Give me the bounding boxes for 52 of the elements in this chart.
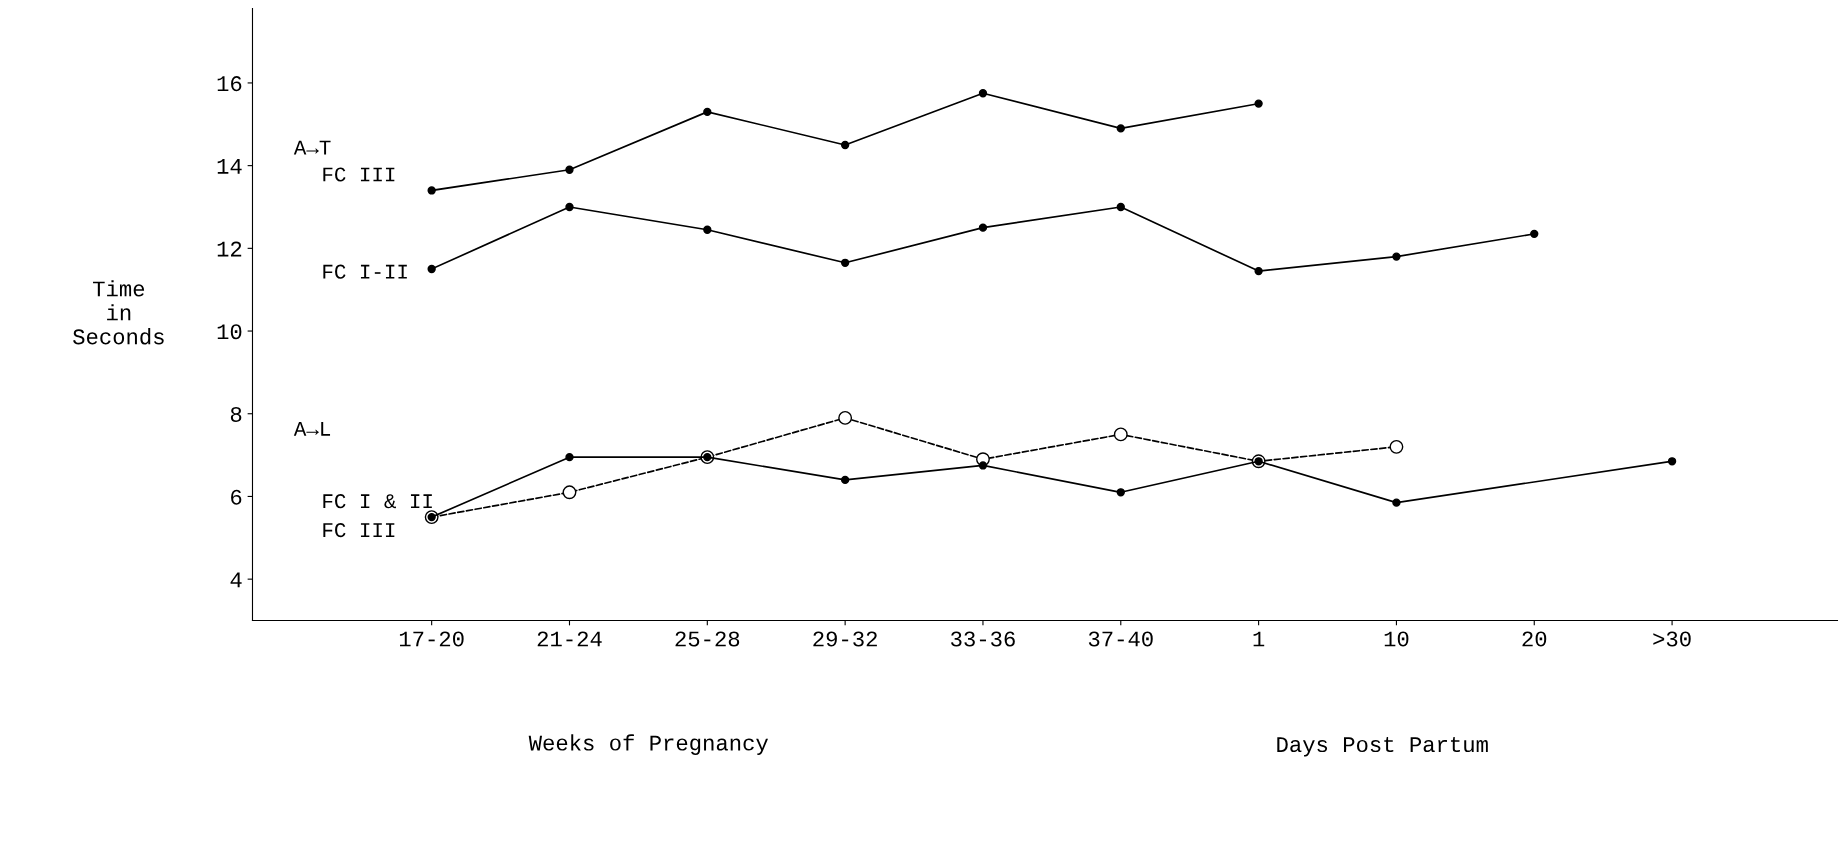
x-tick-label: 20 — [1522, 631, 1547, 647]
point — [840, 258, 850, 267]
point — [1392, 498, 1401, 507]
y-tick-label: 16 — [217, 76, 242, 92]
point — [565, 452, 574, 462]
x-tick-label: 25-28 — [675, 631, 740, 647]
point — [1116, 202, 1125, 212]
point — [978, 223, 988, 232]
point — [1667, 457, 1677, 466]
series-label: FC I-II — [323, 264, 407, 279]
point — [427, 186, 436, 195]
point — [703, 225, 712, 234]
x-tick-label: 33-36 — [951, 631, 1015, 647]
text: Days Post Partum — [1277, 737, 1488, 757]
point — [562, 485, 577, 500]
annotation: A→T — [293, 140, 331, 155]
point — [703, 107, 712, 117]
x-tick-label: 17-20 — [399, 631, 464, 647]
point — [565, 165, 574, 174]
point — [1389, 439, 1404, 454]
y-tick-label: 8 — [230, 406, 242, 423]
annotation: A→L — [293, 421, 331, 436]
point — [1116, 488, 1125, 497]
y-tick-label: 4 — [230, 572, 242, 588]
point — [1392, 252, 1401, 261]
x-tick-label: 1 — [1253, 631, 1265, 647]
point — [1530, 229, 1539, 239]
series-label: FC I & II — [323, 494, 432, 509]
point — [1254, 99, 1263, 108]
point — [840, 140, 850, 150]
x-tick-label: 29-32 — [813, 631, 877, 647]
y-axis-title: Time in Seconds — [73, 280, 164, 345]
point — [1254, 266, 1263, 276]
x-tick-label: 21-24 — [537, 631, 602, 647]
point — [427, 264, 436, 274]
x-tick-label: 37-40 — [1088, 631, 1153, 647]
point — [978, 461, 988, 470]
point — [1116, 124, 1125, 133]
point — [565, 202, 574, 212]
x-tick-label: 10 — [1384, 631, 1409, 647]
point — [1113, 427, 1128, 442]
y-tick-label: 14 — [217, 159, 242, 174]
y-tick-label: 12 — [217, 241, 242, 257]
series-label: FC III — [323, 167, 395, 182]
x-tick-label: >30 — [1653, 631, 1691, 647]
point — [838, 410, 853, 425]
point — [840, 475, 850, 485]
series-label: FC III — [323, 523, 395, 538]
x-axis-title: Weeks of Pregnancy — [528, 734, 769, 755]
y-tick-label: 6 — [231, 489, 242, 505]
point — [978, 89, 988, 98]
y-tick-label: 10 — [217, 324, 242, 340]
